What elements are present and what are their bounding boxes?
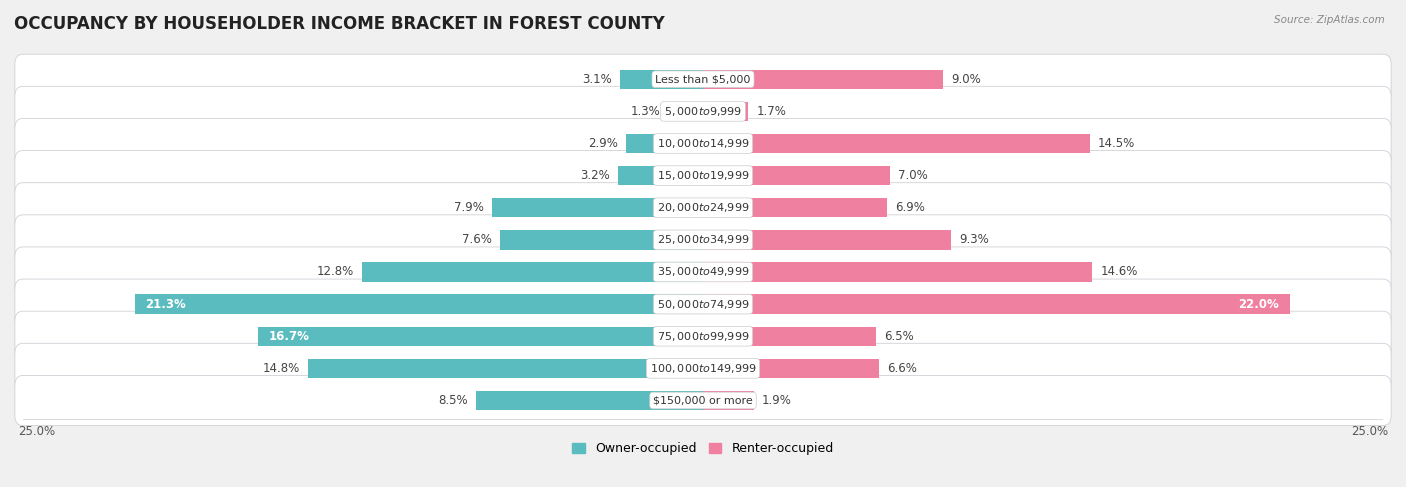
Text: 14.8%: 14.8% xyxy=(263,362,301,375)
Text: $15,000 to $19,999: $15,000 to $19,999 xyxy=(657,169,749,182)
Text: $10,000 to $14,999: $10,000 to $14,999 xyxy=(657,137,749,150)
Bar xyxy=(703,391,754,410)
Text: Source: ZipAtlas.com: Source: ZipAtlas.com xyxy=(1274,15,1385,25)
Bar xyxy=(668,102,703,121)
Text: 14.5%: 14.5% xyxy=(1098,137,1135,150)
Bar xyxy=(501,230,703,249)
Text: $50,000 to $74,999: $50,000 to $74,999 xyxy=(657,298,749,311)
Bar xyxy=(703,198,887,217)
Bar xyxy=(703,262,1092,281)
Text: 14.6%: 14.6% xyxy=(1101,265,1137,279)
Text: 2.9%: 2.9% xyxy=(588,137,617,150)
FancyBboxPatch shape xyxy=(15,86,1391,136)
Text: 7.6%: 7.6% xyxy=(463,233,492,246)
Text: 22.0%: 22.0% xyxy=(1239,298,1279,311)
Text: Less than $5,000: Less than $5,000 xyxy=(655,74,751,84)
Bar xyxy=(703,134,1090,153)
FancyBboxPatch shape xyxy=(15,118,1391,169)
Text: 1.3%: 1.3% xyxy=(630,105,661,118)
Text: $20,000 to $24,999: $20,000 to $24,999 xyxy=(657,201,749,214)
Bar xyxy=(492,198,703,217)
FancyBboxPatch shape xyxy=(15,311,1391,361)
Text: 6.6%: 6.6% xyxy=(887,362,917,375)
Text: 7.0%: 7.0% xyxy=(897,169,928,182)
Bar xyxy=(703,230,950,249)
FancyBboxPatch shape xyxy=(15,54,1391,104)
Bar xyxy=(703,166,890,185)
Text: 9.3%: 9.3% xyxy=(959,233,988,246)
Text: 6.5%: 6.5% xyxy=(884,330,914,343)
Bar xyxy=(703,327,876,346)
FancyBboxPatch shape xyxy=(15,150,1391,201)
Text: 1.7%: 1.7% xyxy=(756,105,786,118)
Text: $35,000 to $49,999: $35,000 to $49,999 xyxy=(657,265,749,279)
Text: 3.1%: 3.1% xyxy=(582,73,613,86)
Text: 12.8%: 12.8% xyxy=(316,265,353,279)
Bar xyxy=(703,359,879,378)
Bar xyxy=(620,70,703,89)
FancyBboxPatch shape xyxy=(15,375,1391,426)
Text: $5,000 to $9,999: $5,000 to $9,999 xyxy=(664,105,742,118)
Text: OCCUPANCY BY HOUSEHOLDER INCOME BRACKET IN FOREST COUNTY: OCCUPANCY BY HOUSEHOLDER INCOME BRACKET … xyxy=(14,15,665,33)
Bar xyxy=(626,134,703,153)
FancyBboxPatch shape xyxy=(15,215,1391,265)
Bar xyxy=(703,295,1289,314)
Text: 3.2%: 3.2% xyxy=(579,169,610,182)
Bar xyxy=(703,102,748,121)
Text: 21.3%: 21.3% xyxy=(146,298,187,311)
Bar xyxy=(135,295,703,314)
Text: 16.7%: 16.7% xyxy=(269,330,309,343)
FancyBboxPatch shape xyxy=(15,343,1391,393)
Text: $25,000 to $34,999: $25,000 to $34,999 xyxy=(657,233,749,246)
Text: 1.9%: 1.9% xyxy=(762,394,792,407)
Bar xyxy=(257,327,703,346)
Text: $150,000 or more: $150,000 or more xyxy=(654,395,752,406)
Text: $100,000 to $149,999: $100,000 to $149,999 xyxy=(650,362,756,375)
Bar xyxy=(617,166,703,185)
Text: 6.9%: 6.9% xyxy=(896,201,925,214)
FancyBboxPatch shape xyxy=(15,247,1391,297)
Bar xyxy=(477,391,703,410)
Text: 8.5%: 8.5% xyxy=(439,394,468,407)
Text: $75,000 to $99,999: $75,000 to $99,999 xyxy=(657,330,749,343)
Bar xyxy=(308,359,703,378)
Bar xyxy=(361,262,703,281)
Text: 7.9%: 7.9% xyxy=(454,201,484,214)
FancyBboxPatch shape xyxy=(15,279,1391,329)
Text: 9.0%: 9.0% xyxy=(950,73,981,86)
Legend: Owner-occupied, Renter-occupied: Owner-occupied, Renter-occupied xyxy=(568,437,838,460)
Bar xyxy=(703,70,943,89)
FancyBboxPatch shape xyxy=(15,183,1391,233)
